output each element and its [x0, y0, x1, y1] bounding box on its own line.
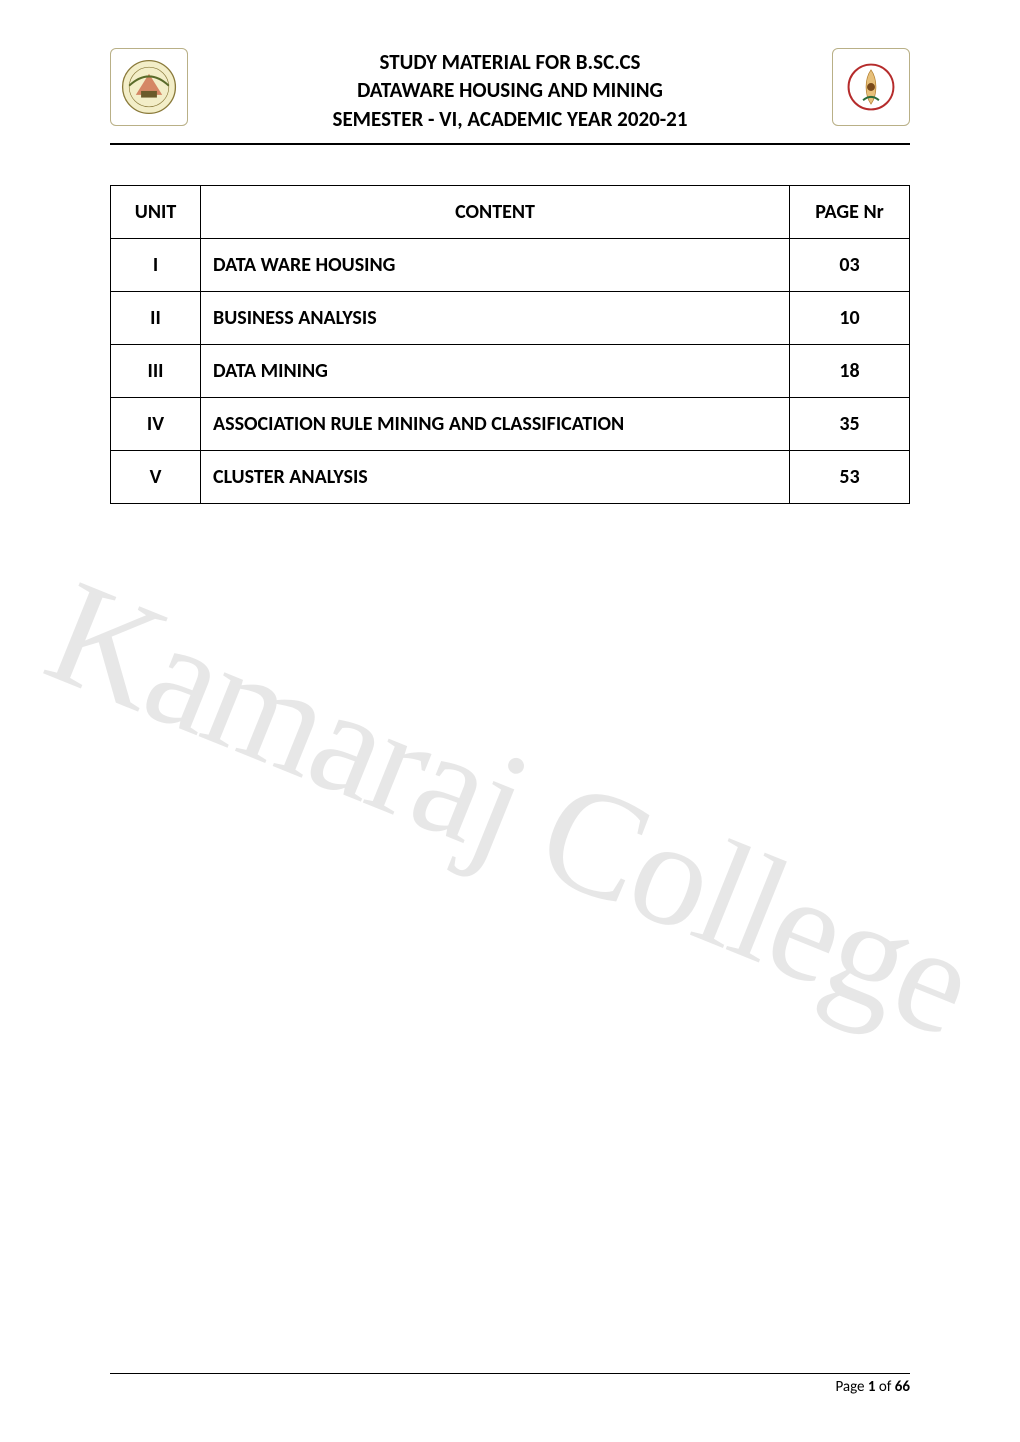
- toc-row: V CLUSTER ANALYSIS 53: [111, 451, 910, 504]
- page-cell: 53: [790, 451, 910, 504]
- toc-header-unit: UNIT: [111, 186, 201, 239]
- document-title: STUDY MATERIAL FOR B.SC.CS DATAWARE HOUS…: [188, 48, 832, 133]
- toc-header-page: PAGE Nr: [790, 186, 910, 239]
- toc-row: IV ASSOCIATION RULE MINING AND CLASSIFIC…: [111, 398, 910, 451]
- header-divider: [110, 143, 910, 145]
- page-of: of: [876, 1378, 895, 1396]
- secondary-logo: [832, 48, 910, 126]
- page-number: Page 1 of 66: [110, 1378, 910, 1396]
- header: STUDY MATERIAL FOR B.SC.CS DATAWARE HOUS…: [110, 48, 910, 133]
- title-line-2: DATAWARE HOUSING AND MINING: [198, 76, 822, 104]
- unit-cell: V: [111, 451, 201, 504]
- page-cell: 18: [790, 345, 910, 398]
- footer-divider: [110, 1373, 910, 1374]
- toc-row: III DATA MINING 18: [111, 345, 910, 398]
- content-cell: DATA WARE HOUSING: [201, 239, 790, 292]
- college-crest-logo: [110, 48, 188, 126]
- content-cell: DATA MINING: [201, 345, 790, 398]
- page-label: Page: [835, 1378, 867, 1396]
- crest-icon: [116, 54, 182, 120]
- title-line-1: STUDY MATERIAL FOR B.SC.CS: [198, 48, 822, 76]
- toc-row: II BUSINESS ANALYSIS 10: [111, 292, 910, 345]
- page-cell: 03: [790, 239, 910, 292]
- toc-header-content: CONTENT: [201, 186, 790, 239]
- toc-row: I DATA WARE HOUSING 03: [111, 239, 910, 292]
- unit-cell: I: [111, 239, 201, 292]
- content-cell: BUSINESS ANALYSIS: [201, 292, 790, 345]
- unit-cell: III: [111, 345, 201, 398]
- toc-header-row: UNIT CONTENT PAGE Nr: [111, 186, 910, 239]
- watermark: Kamaraj College: [26, 545, 995, 1070]
- title-line-3: SEMESTER - VI, ACADEMIC YEAR 2020-21: [198, 105, 822, 133]
- toc-table: UNIT CONTENT PAGE Nr I DATA WARE HOUSING…: [110, 185, 910, 504]
- footer: Page 1 of 66: [110, 1373, 910, 1396]
- emblem-icon: [838, 54, 904, 120]
- page-current: 1: [868, 1378, 876, 1396]
- unit-cell: II: [111, 292, 201, 345]
- page-cell: 35: [790, 398, 910, 451]
- page-total: 66: [895, 1378, 910, 1396]
- page: STUDY MATERIAL FOR B.SC.CS DATAWARE HOUS…: [0, 0, 1020, 1442]
- page-cell: 10: [790, 292, 910, 345]
- content-cell: CLUSTER ANALYSIS: [201, 451, 790, 504]
- content-cell: ASSOCIATION RULE MINING AND CLASSIFICATI…: [201, 398, 790, 451]
- unit-cell: IV: [111, 398, 201, 451]
